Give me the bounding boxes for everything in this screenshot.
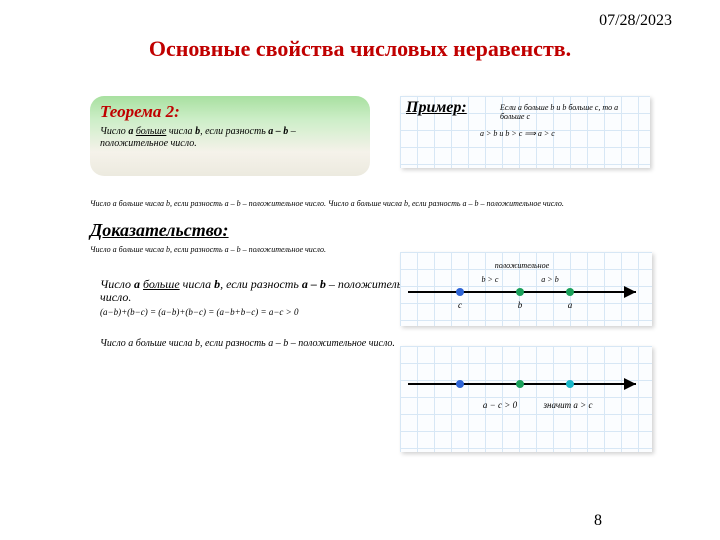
proof-title: Доказательство: [90,220,229,241]
numberline-2-svg: a − c > 0 значит a > c [400,346,652,452]
theorem-title: Теорема 2: [100,102,360,122]
example-title: Пример: [406,99,467,116]
theorem-box: Теорема 2: Число а больше числа b, если … [90,96,370,176]
page-number: 8 [594,512,602,530]
example-panel: Пример: Если а больше b и b больше c, то… [400,96,650,168]
slide-date: 07/28/2023 [599,12,672,30]
proof-line-plain: Число а больше числа b, если разность а … [100,278,450,304]
example-line1: Если а больше b и b больше c, то a больш… [500,104,640,122]
pl-big: больше [143,277,180,291]
theorem-body: Число а больше числа b, если разность а … [100,126,360,149]
numberline-panel-2: a − c > 0 значит a > c [400,346,652,452]
pl-d: а – b [302,277,326,291]
pl-pre: Число [100,277,134,291]
overlap-text-2: Число а больше числа b, если разность а … [90,246,410,254]
theorem-pre: Число [100,126,128,137]
nl1-lbl-b: b [518,300,523,310]
nl1-tiny-top: положительное [495,261,550,270]
nl1-lbl-a: a [568,300,573,310]
numberline-panel-1: положительное c b a b > c a > b [400,252,652,326]
nl2-lbl-1: a − c > 0 [483,400,518,410]
pl-m3: , если разность [220,277,302,291]
proof-line-last: Число а больше числа b, если разность а … [100,338,400,349]
nl1-top-2: a > b [541,275,558,284]
slide-title: Основные свойства числовых неравенств. [0,36,720,62]
nl2-lbl-2: значит a > c [543,400,593,410]
theorem-diff: а – b [268,126,288,137]
theorem-mid2: числа [166,126,195,137]
proof-line-messy: (a−b)+(b−c) = (a−b)+(b−c) = (a−b+b−c) = … [100,308,380,318]
nl1-top-1: b > c [482,275,499,284]
theorem-bigger: больше [136,126,167,137]
pl-m2: числа [180,277,214,291]
overlap-text-1: Число а больше числа b, если разность а … [90,200,630,208]
nl1-lbl-c: c [458,300,462,310]
example-line2: a > b и b > c ⟹ a > c [480,130,555,139]
numberline-1-svg: положительное c b a b > c a > b [400,252,652,326]
theorem-mid3: , если разность [200,126,268,137]
